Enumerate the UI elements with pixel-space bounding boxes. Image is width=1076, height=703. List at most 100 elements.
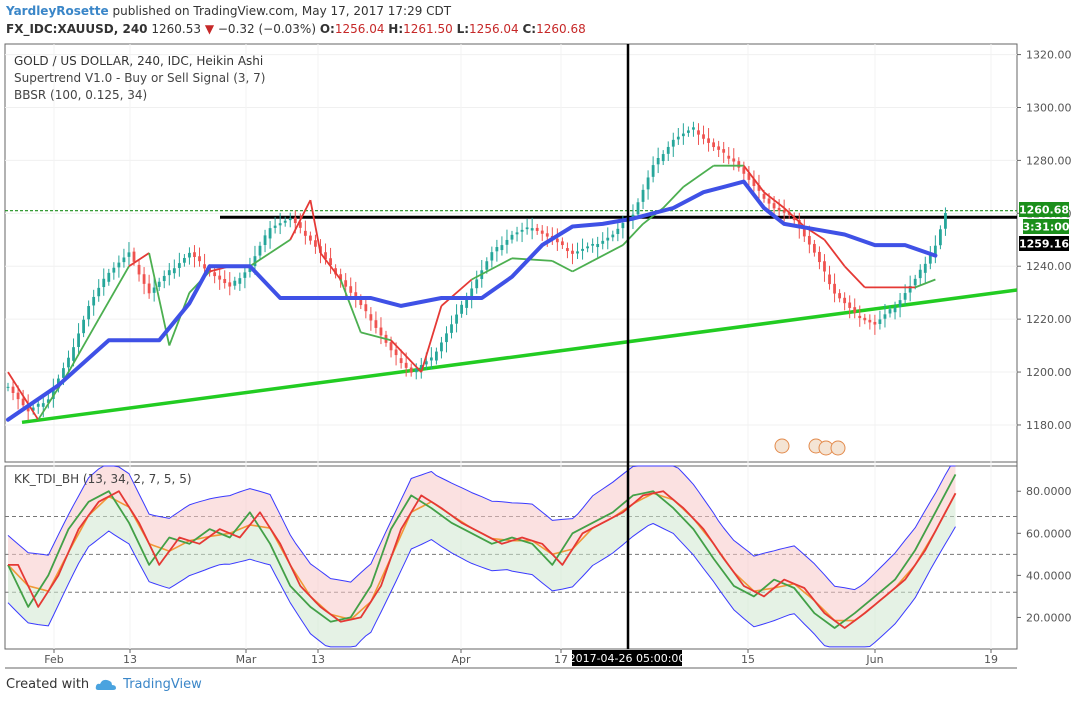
time-axis[interactable]: Feb 13 Mar 13 Apr 17 15 Jun 19 <box>44 649 998 666</box>
candle-body <box>253 256 257 267</box>
publish-header: YardleyRosette published on TradingView.… <box>6 3 451 19</box>
candle-body <box>46 399 50 403</box>
candle-body <box>717 146 721 150</box>
price-tick-label: 1200.00 <box>1026 366 1072 379</box>
high-value: 1261.50 <box>403 22 453 36</box>
candle-body <box>838 293 841 299</box>
candle-body <box>520 229 524 232</box>
candle-body <box>510 234 514 240</box>
main-pane[interactable] <box>4 43 1018 463</box>
high-label: H: <box>388 22 404 36</box>
tdi-axis[interactable]: 20.0000 40.0000 60.0000 80.0000 <box>1017 485 1072 624</box>
candle-body <box>676 136 680 140</box>
supertrend-segment <box>471 257 513 281</box>
bbsr-line <box>6 179 938 422</box>
candle-body <box>883 314 887 319</box>
supertrend-segment <box>440 278 473 307</box>
candle-body <box>656 157 660 165</box>
bbsr-legend[interactable]: BBSR (100, 0.125, 34) <box>14 88 147 102</box>
candle-body <box>606 237 610 241</box>
low-label: L: <box>456 22 470 36</box>
candle-body <box>858 315 862 319</box>
chart-area[interactable]: 1180.001200.001220.001240.001260.001280.… <box>0 40 1076 672</box>
candle-body <box>485 261 489 270</box>
candle-body <box>611 234 615 238</box>
candle-body <box>67 357 70 368</box>
price-axis[interactable]: 1180.001200.001220.001240.001260.001280.… <box>1017 49 1072 432</box>
candle-body <box>671 139 675 147</box>
candle-body <box>379 327 383 336</box>
time-tick-label: Jun <box>865 653 883 666</box>
candle-body <box>621 223 625 229</box>
horizontal-lines[interactable] <box>5 210 1017 219</box>
candle-body <box>329 258 332 266</box>
candle-body <box>309 235 312 241</box>
candle-body <box>334 268 337 275</box>
candle-body <box>389 342 393 351</box>
close-label: C: <box>522 22 537 36</box>
candle-body <box>923 263 927 273</box>
candle-body <box>702 134 705 139</box>
candle-body <box>646 177 650 190</box>
green-trendline[interactable] <box>21 288 1018 425</box>
candle-body <box>349 286 353 293</box>
candle-body <box>666 146 670 154</box>
candle-body <box>707 138 710 143</box>
candle-body <box>419 365 423 369</box>
candle-body <box>797 219 801 229</box>
candle-body <box>868 319 872 323</box>
supertrend-segment <box>97 265 130 320</box>
candle-body <box>21 398 25 406</box>
supertrend-segment <box>319 252 342 281</box>
candle-body <box>152 287 156 293</box>
candle-body <box>177 263 181 268</box>
supertrend-segment <box>249 252 271 267</box>
candle-body <box>198 256 201 262</box>
candle-body <box>243 272 247 278</box>
symbol-header: FX_IDC:XAUUSD, 240 1260.53 ▼ −0.32 (−0.0… <box>6 21 586 37</box>
candle-body <box>500 245 504 251</box>
candle-body <box>833 283 836 294</box>
candle-body <box>525 227 529 230</box>
crosshair-time-label: 2017-04-26 05:00:00 <box>569 650 685 666</box>
author-link[interactable]: YardleyRosette <box>6 4 109 18</box>
tdi-tick-label: 40.0000 <box>1026 569 1072 582</box>
candle-body <box>535 227 539 231</box>
candle-body <box>374 320 378 328</box>
candle-body <box>495 247 499 252</box>
tdi-tick-label: 80.0000 <box>1026 485 1072 498</box>
candle-body <box>933 245 937 255</box>
supertrend-segment <box>339 279 362 333</box>
tdi-legend[interactable]: KK_TDI_BH (13, 34, 2, 7, 5, 5) <box>14 472 192 486</box>
candle-body <box>6 386 10 388</box>
candle-body <box>807 235 811 245</box>
trendline-segment <box>21 288 1018 425</box>
candle-body <box>394 349 398 356</box>
candle-body <box>853 307 857 313</box>
candle-body <box>530 228 534 231</box>
candle-body <box>435 351 438 361</box>
candle-body <box>364 304 368 312</box>
candle-body <box>303 230 307 236</box>
candle-body <box>147 283 151 294</box>
candle-body <box>843 297 847 304</box>
candle-body <box>324 252 327 260</box>
candle-body <box>450 324 453 333</box>
candle-body <box>792 217 796 221</box>
candle-body <box>818 251 821 263</box>
candle-body <box>712 142 715 148</box>
tradingview-link[interactable]: TradingView <box>123 677 202 692</box>
candle-body <box>404 362 408 368</box>
candle-body <box>132 251 136 262</box>
footer: Created with TradingView <box>6 676 202 694</box>
created-with-label: Created with <box>6 677 90 692</box>
supertrend-segment <box>269 239 291 254</box>
candle-body <box>515 232 519 235</box>
candle-body <box>399 358 403 364</box>
candle-body <box>737 161 741 168</box>
supertrend-legend[interactable]: Supertrend V1.0 - Buy or Sell Signal (3,… <box>14 71 265 85</box>
economic-events-icon[interactable] <box>774 438 846 456</box>
candle-body <box>258 245 262 256</box>
candle-body <box>601 240 605 244</box>
candle-body <box>636 202 640 215</box>
